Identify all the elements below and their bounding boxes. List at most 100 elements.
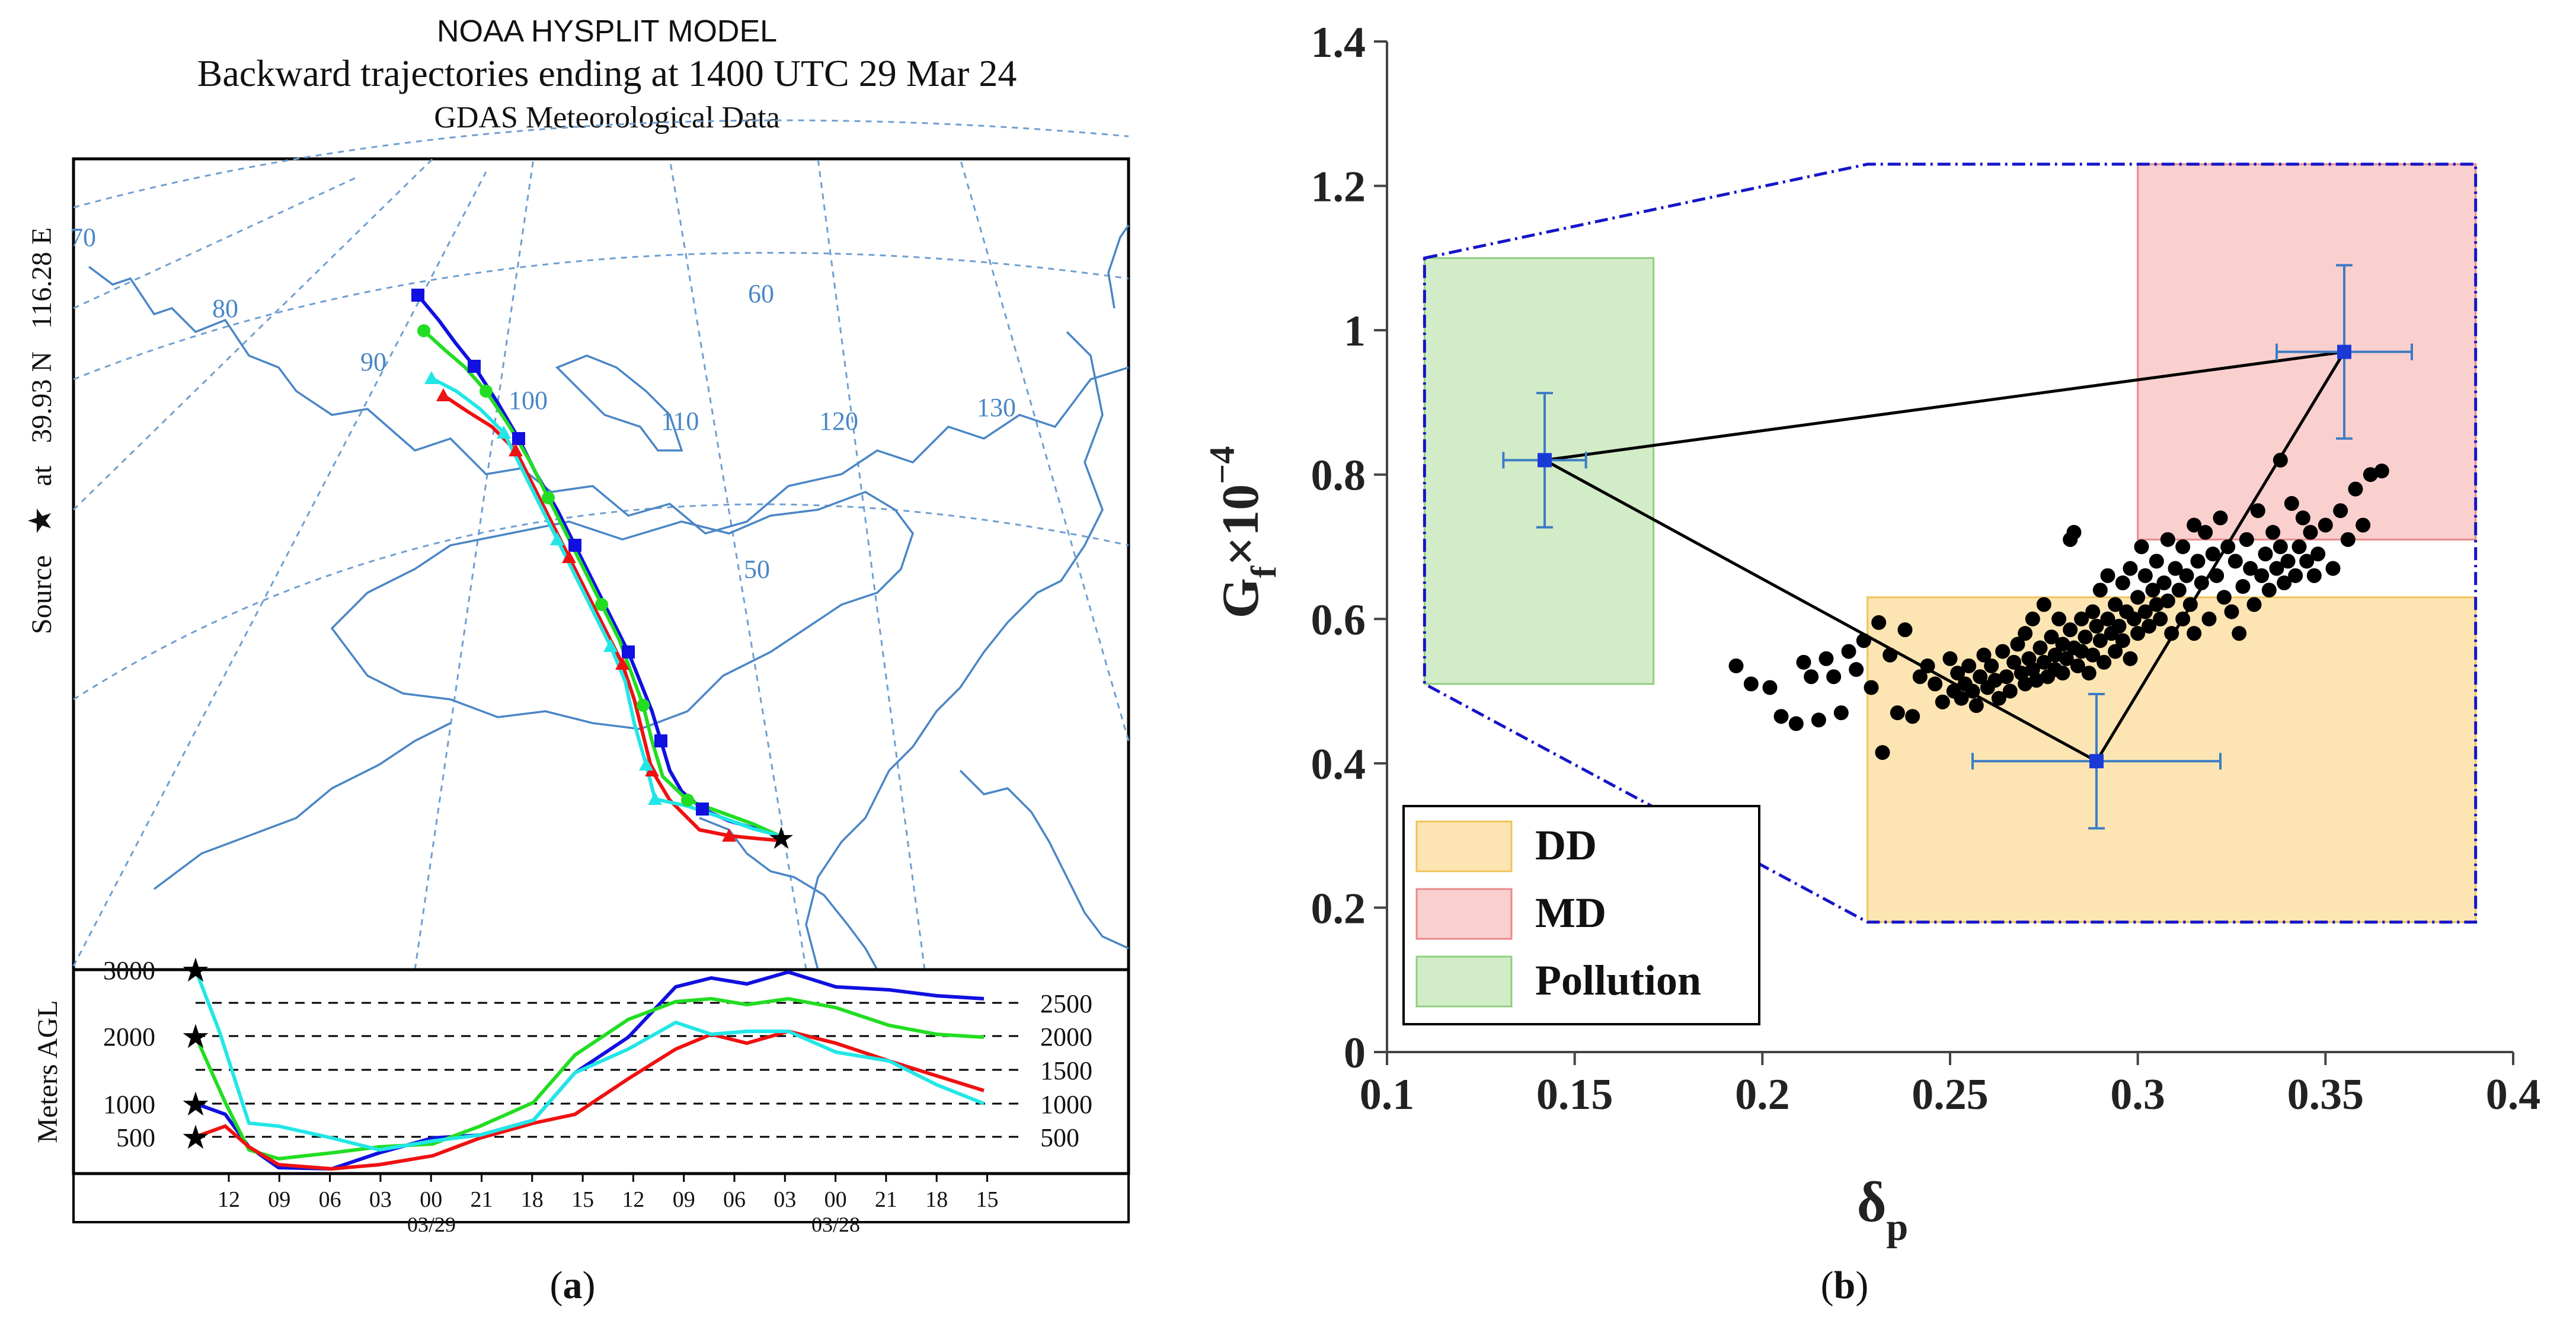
y-axis-label: Gf×10−4 [1203, 446, 1283, 619]
time-tick-label: 21 [875, 1187, 897, 1212]
time-tick-label: 15 [571, 1187, 594, 1212]
y-tick-label: 0.4 [1311, 740, 1366, 789]
y-label-subscript: f [1244, 565, 1283, 578]
marker-cyan [639, 757, 653, 771]
hysplit-title-line3: GDAS Meteorological Data [434, 101, 779, 135]
panel-b-caption: (b) [1821, 1264, 1869, 1307]
scatter-point [2032, 640, 2048, 656]
scatter-point [2205, 546, 2220, 562]
markers-blue [411, 289, 709, 816]
panel-a: NOAA HYSPLIT MODEL Backward trajectories… [23, 14, 1130, 1307]
scatter-point [2201, 611, 2217, 626]
scatter-point [2036, 654, 2051, 670]
legend: DD MD Pollution [1402, 805, 1760, 1025]
scatter-point [2209, 568, 2225, 583]
height-tick-left: 3000 [103, 956, 155, 985]
time-tick-label: 15 [976, 1187, 999, 1212]
graticule-meridians [72, 158, 1130, 970]
time-tick-label: 06 [723, 1187, 746, 1212]
scatter-point [2025, 611, 2040, 626]
marker-green [542, 491, 555, 504]
parallel-50 [73, 503, 1129, 701]
height-tick-right: 2500 [1040, 989, 1092, 1018]
start-star-icon: ★ [181, 1085, 210, 1123]
marker-cyan [648, 792, 662, 805]
scatter-point [2074, 644, 2089, 659]
marker-green [417, 324, 430, 337]
scatter-point [1856, 633, 1871, 648]
scatter-point [2018, 626, 2033, 641]
scatter-point [2310, 546, 2326, 562]
scatter-point [1871, 615, 1887, 630]
scatter-point [1788, 716, 1804, 731]
height-tick-left: 500 [116, 1123, 155, 1152]
scatter-point [2291, 539, 2307, 554]
scatter-point [2051, 611, 2067, 626]
meridian-label: 70 [70, 223, 96, 252]
meridian-100 [414, 158, 535, 970]
panel-a-caption: (a) [550, 1264, 596, 1307]
map-frame [72, 157, 1130, 971]
region-pollution [1423, 257, 1655, 685]
scatter-point [2108, 597, 2123, 612]
scatter-point [2280, 554, 2296, 569]
scatter-point [1818, 651, 1834, 666]
trajectories-height [194, 968, 985, 1171]
start-star-icon: ★ [181, 1118, 210, 1156]
height-tick-right: 1500 [1040, 1056, 1092, 1085]
centroid-dd-marker [2089, 754, 2104, 769]
height-axis-label: Meters AGL [32, 1000, 63, 1143]
scatter-point [1743, 676, 1759, 692]
lake-baikal [555, 354, 683, 452]
scatter-point [2115, 575, 2130, 590]
marker-cyan [424, 371, 439, 384]
caption-letter: b [1834, 1264, 1856, 1307]
height-green [194, 996, 985, 1161]
y-tick-label: 1.2 [1311, 163, 1366, 212]
scatter-point [2123, 651, 2138, 666]
scatter-point [2363, 467, 2378, 482]
marker-red [436, 388, 450, 401]
scatter-point [1968, 698, 1984, 713]
scatter-point [2261, 583, 2277, 598]
legend-swatch [1415, 888, 1513, 940]
marker-cyan [603, 639, 618, 652]
scatter-point [2006, 654, 2022, 670]
scatter-point [2149, 554, 2164, 569]
scatter-point [1796, 654, 1811, 670]
start-star-icon: ★ [181, 951, 210, 989]
start-star-icon: ★ [181, 1018, 210, 1055]
scatter-point [2010, 637, 2025, 652]
scatter-point [2164, 626, 2179, 641]
scatter-point [2047, 647, 2063, 663]
hysplit-title-line2: Backward trajectories ending at 1400 UTC… [197, 52, 1017, 94]
scatter-point [2182, 597, 2198, 612]
x-tick-label: 0.3 [2110, 1070, 2165, 1119]
map-area: 70 80 90 100 110 120 130 60 50 [70, 119, 1130, 970]
scatter-point [1773, 709, 1789, 724]
legend-swatch [1415, 820, 1513, 872]
scatter-point [2250, 503, 2265, 519]
x-tick-label: 0.25 [1912, 1070, 1989, 1119]
scatter-point [2168, 561, 2183, 576]
scatter-point [2085, 604, 2101, 619]
at-word: at [26, 465, 57, 486]
scatter-point [2299, 554, 2315, 569]
scatter-point [2171, 583, 2187, 598]
meridian-120 [817, 158, 926, 970]
y-tick-label: 0.6 [1311, 596, 1366, 644]
scatter-point [2078, 629, 2093, 645]
scatter-point [1728, 658, 1744, 673]
marker-green [637, 699, 650, 712]
x-tick-label: 0.4 [2486, 1070, 2541, 1119]
scatter-point [2134, 539, 2149, 554]
source-lon: 116.28 E [26, 227, 57, 329]
axes: 0.1 0.15 0.2 0.25 0.3 0.35 0.4 0 0.2 0.4 0.6 0.8 1 1.… [1311, 18, 2541, 1119]
scatter-point [2239, 532, 2254, 547]
marker-cyan [550, 532, 564, 545]
scatter-point [2092, 633, 2108, 648]
coast-korea [959, 769, 1129, 950]
scatter-point [2055, 666, 2070, 681]
y-label-multiplier: ×10 [1212, 484, 1270, 566]
scatter-point [2085, 647, 2101, 663]
